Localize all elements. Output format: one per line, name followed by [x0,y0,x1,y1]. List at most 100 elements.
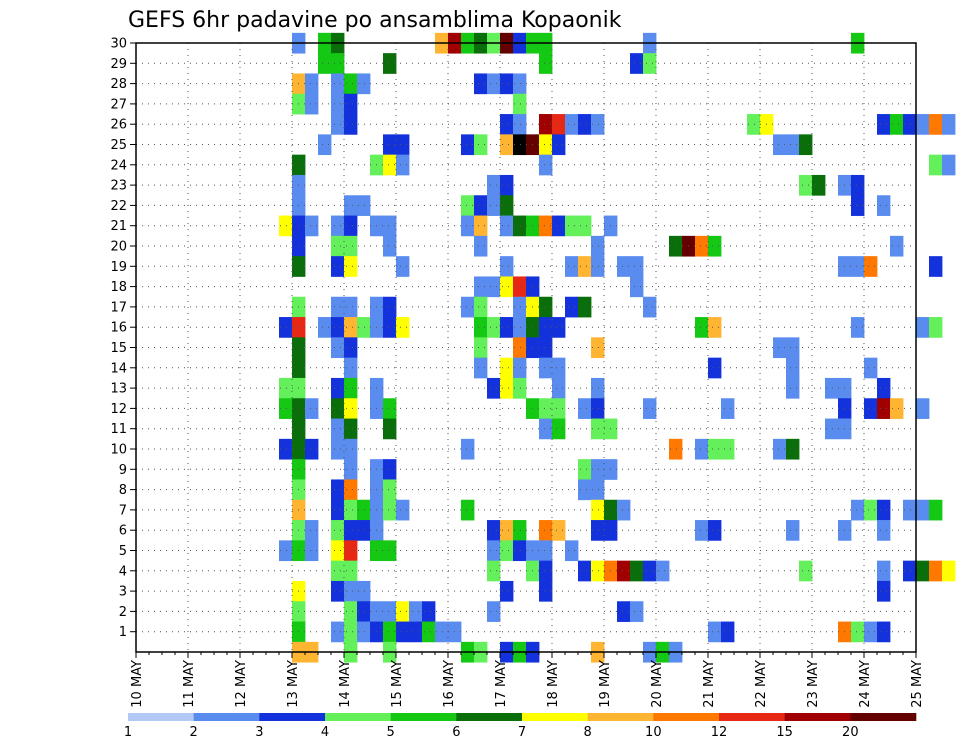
heatmap-cell [383,215,397,237]
y-tick-label: 18 [110,280,127,295]
heatmap-cell [396,317,410,338]
y-tick-label: 6 [119,524,127,539]
heatmap-cell [864,621,878,643]
y-tick-label: 27 [110,97,127,112]
heatmap-cell [474,357,488,379]
heatmap-cell [799,134,813,156]
heatmap-cell [929,317,943,338]
heatmap-cell [539,154,553,176]
colorbar-swatch [259,713,326,721]
heatmap-cell [539,215,553,237]
heatmap-cell [474,215,488,237]
heatmap-cell [383,53,397,74]
heatmap-cell [552,398,566,419]
heatmap-cell [552,215,566,237]
heatmap-cell [331,93,345,115]
heatmap-cell [643,560,657,582]
heatmap-cell [487,195,501,216]
heatmap-cell [383,540,397,562]
heatmap-cell [305,540,319,562]
y-tick-label: 11 [110,422,127,437]
heatmap-cell [578,296,592,318]
y-tick-label: 30 [110,37,127,52]
heatmap-cell [578,459,592,480]
heatmap-cell [851,499,865,521]
colorbar-label: 2 [190,725,198,740]
heatmap-cell [357,317,371,338]
heatmap-cell [591,235,605,257]
heatmap-cell [786,438,800,460]
heatmap-cell [708,520,722,541]
x-tick-label: 20 MAY [650,660,665,708]
colorbar-swatch [128,713,194,721]
x-tick-label: 25 MAY [910,660,925,708]
heatmap-cell [799,560,813,582]
heatmap-cell [357,195,371,216]
heatmap-cell [773,438,787,460]
heatmap-cell [513,540,527,562]
colorbar-swatch [719,713,785,721]
heatmap-cell [539,560,553,582]
heatmap-cell [279,377,293,399]
heatmap-cell [331,580,345,602]
colorbar-swatch [193,713,260,721]
y-tick-label: 5 [119,544,127,559]
heatmap-cell [344,114,358,135]
heatmap-cell [721,398,735,419]
heatmap-cell [773,337,787,359]
heatmap-cell [344,418,358,440]
heatmap-cell [786,357,800,379]
heatmap-cell [474,276,488,298]
heatmap-cell [786,134,800,156]
colorbar-label: 4 [321,725,329,740]
heatmap-cell [500,114,514,135]
heatmap-cell [565,114,579,135]
heatmap-cell [500,357,514,379]
heatmap-cell [877,520,891,541]
heatmap-cell [708,438,722,460]
x-tick-label: 11 MAY [182,660,197,708]
heatmap-cell [851,195,865,216]
y-tick-label: 22 [110,199,127,214]
heatmap-cell [617,256,631,277]
heatmap-cell [552,134,566,156]
x-tick-label: 21 MAY [702,660,717,708]
heatmap-cell [864,357,878,379]
y-tick-label: 8 [119,483,127,498]
heatmap-cell [487,540,501,562]
heatmap-cell [513,215,527,237]
colorbar-label: 1 [124,725,132,740]
heatmap-cell [487,73,501,95]
heatmap-cell [929,560,943,582]
heatmap-cell [474,235,488,257]
colorbar-label: 8 [584,725,592,740]
heatmap-cell [578,479,592,501]
heatmap-cell [500,317,514,338]
heatmap-cell [344,93,358,115]
heatmap-cell [929,256,943,277]
y-tick-label: 9 [119,463,127,478]
x-tick-label: 22 MAY [754,660,769,708]
heatmap-cell [890,398,904,419]
heatmap-cell [409,601,423,622]
heatmap-cell [513,357,527,379]
heatmap-cell [929,114,943,135]
heatmap-cell [461,499,475,521]
heatmap-cell [864,499,878,521]
heatmap-cell [708,357,722,379]
x-tick-label: 18 MAY [546,660,561,708]
heatmap-cell [903,499,917,521]
heatmap-cell [591,418,605,440]
y-tick-label: 10 [110,443,127,458]
heatmap-cell [344,215,358,237]
heatmap-cell [578,114,592,135]
y-tick-label: 19 [110,260,127,275]
heatmap-cell [487,317,501,338]
heatmap-cell [500,215,514,237]
heatmap-cell [539,53,553,74]
colorbar-swatch [850,713,917,721]
heatmap-cell [487,560,501,582]
heatmap-cell [357,73,371,95]
heatmap-cell [591,499,605,521]
heatmap-cell [344,621,358,643]
